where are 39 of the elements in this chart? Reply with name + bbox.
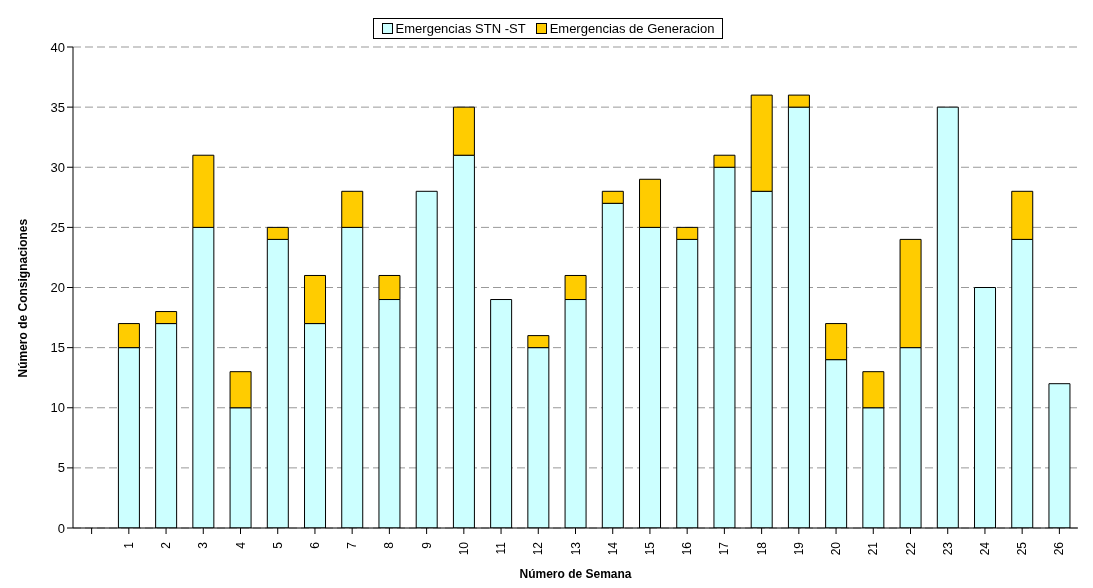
x-tick-label: 7 xyxy=(345,541,360,549)
x-tick-label: 16 xyxy=(680,541,695,556)
legend-label: Emergencias STN -ST xyxy=(394,21,526,36)
x-tick-label: 15 xyxy=(642,541,657,556)
x-tick-label: 14 xyxy=(605,541,620,556)
x-tick-label: 25 xyxy=(1015,541,1030,556)
x-tick-label: 12 xyxy=(531,541,546,556)
x-tick-label: 5 xyxy=(270,541,285,549)
x-tick-label: 19 xyxy=(791,541,806,556)
x-tick-label: 9 xyxy=(419,541,434,549)
x-tick-label: 26 xyxy=(1052,541,1067,556)
x-tick-label: 22 xyxy=(903,541,918,556)
y-tick-label: 10 xyxy=(50,400,65,416)
x-tick-label: 20 xyxy=(829,541,844,556)
x-tick-label: 6 xyxy=(307,541,322,549)
legend-label: Emergencias de Generacion xyxy=(548,21,715,36)
x-tick-label: 1 xyxy=(121,541,136,549)
y-tick-label: 30 xyxy=(50,159,65,175)
y-tick-label: 35 xyxy=(50,99,65,115)
y-tick-label: 5 xyxy=(57,460,65,476)
x-tick-label: 4 xyxy=(233,541,248,549)
y-tick-label: 25 xyxy=(50,219,65,235)
x-tick-label: 8 xyxy=(382,541,397,549)
x-tick-label: 17 xyxy=(717,541,732,556)
y-axis-title: Número de Consignaciones xyxy=(16,218,31,378)
x-tick-label: 11 xyxy=(494,541,509,555)
y-tick-label: 40 xyxy=(50,39,65,55)
x-axis-title: Número de Semana xyxy=(519,567,632,581)
x-tick-label: 18 xyxy=(754,541,769,556)
x-tick-label: 2 xyxy=(159,541,174,549)
x-tick-label: 21 xyxy=(866,541,881,556)
x-tick-label: 13 xyxy=(568,541,583,556)
y-tick-label: 0 xyxy=(57,520,65,536)
x-tick-label: 24 xyxy=(977,541,992,556)
y-tick-label: 20 xyxy=(50,280,65,296)
x-tick-label: 23 xyxy=(940,541,955,556)
x-tick-label: 3 xyxy=(196,541,211,549)
y-tick-label: 15 xyxy=(50,340,65,356)
x-tick-label: 10 xyxy=(456,541,471,556)
